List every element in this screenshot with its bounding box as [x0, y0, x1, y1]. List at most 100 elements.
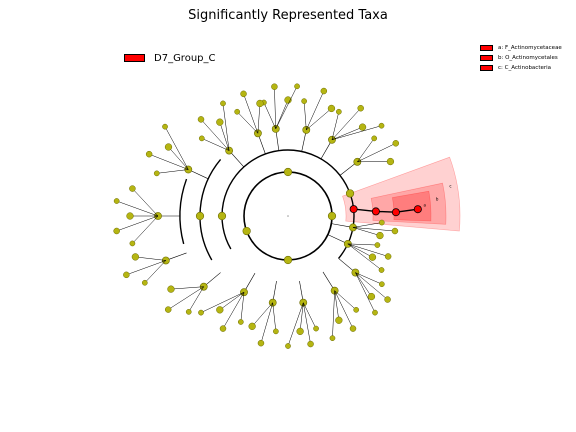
- branch: [135, 256, 166, 261]
- taxon-node: [162, 123, 168, 130]
- taxon-node: [216, 306, 224, 314]
- taxon-node: [376, 231, 384, 240]
- branch: [355, 272, 372, 297]
- branch: [352, 227, 381, 236]
- taxon-node: [234, 108, 240, 115]
- taxon-node: [242, 226, 251, 236]
- branch: [306, 108, 332, 131]
- clade-letter-label: b: [436, 196, 439, 201]
- page-title: Significantly Represented Taxa: [188, 8, 388, 23]
- branch: [306, 90, 325, 131]
- branch: [357, 138, 375, 162]
- branch: [168, 286, 204, 310]
- branch: [168, 146, 189, 170]
- taxa-legend-row: a: F_Actinomycetaceae: [480, 43, 562, 53]
- taxon-node: [217, 211, 227, 221]
- branch: [116, 215, 159, 232]
- taxon-node: [378, 267, 385, 273]
- taxon-node: [167, 285, 175, 293]
- taxon-node: [313, 325, 319, 332]
- branch: [275, 86, 298, 129]
- branch: [355, 272, 388, 300]
- branch: [188, 286, 204, 312]
- taxon-node: [372, 309, 378, 316]
- branch: [156, 169, 189, 174]
- taxa-legend-row: b: O_Actinomycetales: [480, 53, 562, 63]
- branch: [347, 243, 382, 271]
- taxon-node: [220, 100, 226, 107]
- branch: [357, 143, 396, 163]
- branch: [132, 188, 159, 217]
- branch: [352, 227, 395, 232]
- taxon-node: [248, 322, 256, 330]
- taxon-node: [198, 135, 205, 142]
- branch: [219, 122, 230, 151]
- branch: [303, 101, 307, 130]
- taxa-legend-label: b: O_Actinomycetales: [498, 55, 558, 61]
- taxon-node: [123, 271, 130, 279]
- taxon-node: [358, 123, 367, 131]
- branch: [287, 302, 304, 347]
- taxon-node: [164, 143, 173, 151]
- taxon-node: [185, 309, 192, 315]
- taxa-legend: a: F_Actinomycetaceae b: O_Actinomycetal…: [480, 43, 562, 73]
- taxon-node: [113, 227, 120, 235]
- taxon-node: [198, 309, 204, 316]
- taxon-node: [240, 90, 247, 98]
- branch: [347, 243, 373, 258]
- taxon-node: [392, 140, 400, 147]
- taxon-node: [273, 328, 279, 335]
- taxon-node: [384, 296, 391, 303]
- taxon-node: [386, 157, 395, 166]
- taxon-node: [141, 279, 148, 286]
- order-arc-left: [199, 158, 222, 261]
- taxon-node: [320, 87, 328, 95]
- taxon-node: [164, 306, 172, 313]
- clade-highlight-order: [370, 182, 447, 225]
- taxon-node: [216, 118, 224, 126]
- taxon-node: [153, 170, 160, 177]
- branch: [334, 290, 340, 321]
- branch: [132, 215, 159, 244]
- group-legend-swatch: [124, 54, 145, 62]
- branch: [200, 119, 230, 151]
- taxon-node: [131, 253, 140, 261]
- taxon-node: [113, 198, 120, 204]
- taxon-node: [126, 212, 134, 220]
- taxon-node: [378, 281, 385, 288]
- branch: [222, 103, 230, 151]
- branch: [260, 302, 273, 344]
- clade-letter-label: c: [449, 183, 451, 188]
- branch: [334, 290, 354, 329]
- taxon-node: [378, 122, 385, 129]
- taxon-node: [374, 242, 381, 248]
- branch: [263, 102, 276, 129]
- taxon-node: [219, 325, 227, 332]
- taxa-legend-swatch: [480, 65, 493, 71]
- branch: [331, 126, 363, 141]
- group-legend-label: D7_Group_C: [154, 52, 216, 64]
- branch: [331, 111, 340, 140]
- taxon-node: [294, 83, 300, 90]
- taxon-node: [335, 316, 343, 324]
- taxon-node: [195, 211, 205, 221]
- taxon-node: [129, 185, 136, 192]
- taxon-node: [357, 104, 364, 112]
- taxon-node: [256, 99, 264, 108]
- taxon-node: [336, 108, 342, 115]
- root-node: [287, 215, 289, 217]
- taxa-legend-swatch: [480, 45, 493, 51]
- taxon-node: [237, 319, 244, 325]
- taxon-node: [349, 325, 357, 332]
- branch: [222, 292, 245, 329]
- taxon-node: [327, 104, 336, 113]
- taxon-node: [145, 150, 153, 158]
- branch: [170, 286, 204, 290]
- branch: [275, 99, 289, 129]
- branch: [347, 243, 378, 246]
- branch: [116, 200, 159, 217]
- taxa-legend-swatch: [480, 55, 493, 61]
- branch: [332, 290, 335, 339]
- branch: [352, 222, 382, 228]
